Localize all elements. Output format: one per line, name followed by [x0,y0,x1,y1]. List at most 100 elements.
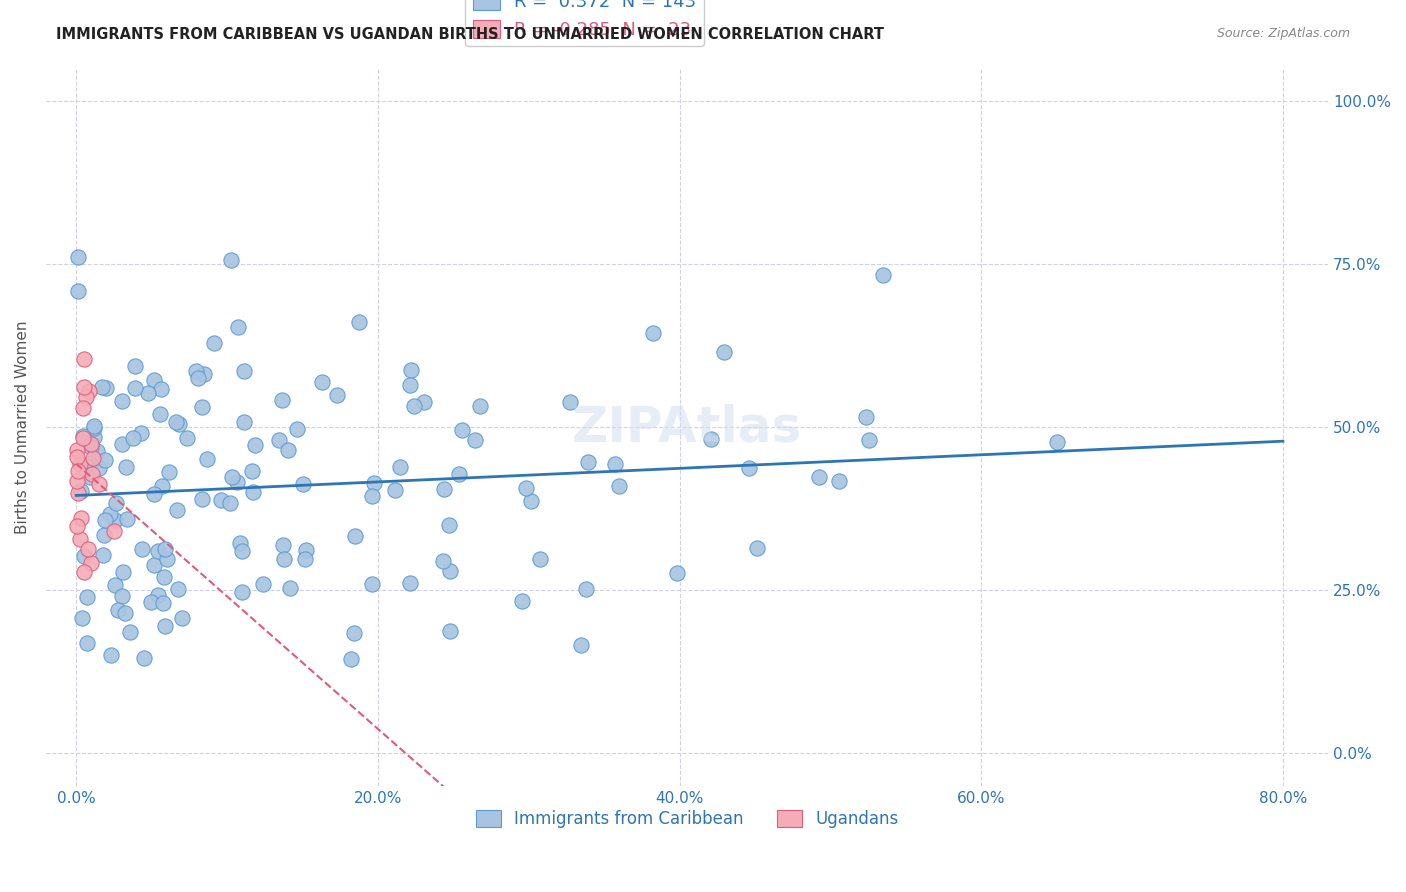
Point [104,496,127,510]
Point [111,565,134,579]
Point [292,477,315,491]
Point [70,511,93,525]
Point [73,549,96,563]
Point [225,475,247,490]
Point [738,461,761,475]
Point [93,528,115,542]
Point [98,507,121,521]
Point [89,461,111,475]
Point [94,381,117,395]
Point [82,450,104,465]
Point [136,386,159,401]
Point [115,511,138,525]
Point [83,419,105,434]
Point [156,552,179,566]
Point [153,570,176,584]
Point [271,392,294,407]
Point [139,595,162,609]
Point [219,252,242,267]
Point [470,399,492,413]
Point [66,474,89,488]
Point [569,638,592,652]
Point [80,456,103,470]
Point [807,470,830,484]
Point [153,619,176,633]
Point [575,582,598,596]
Point [202,336,225,351]
Point [273,551,295,566]
Point [157,465,180,479]
Point [607,479,630,493]
Point [1046,435,1069,450]
Point [110,589,132,603]
Point [150,479,173,493]
Point [70,484,93,499]
Point [72,431,94,445]
Point [221,470,243,484]
Point [269,433,291,447]
Point [226,320,249,334]
Point [72,401,94,415]
Point [402,399,425,413]
Point [193,367,215,381]
Point [340,651,363,665]
Point [79,469,101,483]
Point [66,519,89,533]
Point [131,541,153,556]
Point [828,474,851,488]
Text: IMMIGRANTS FROM CARIBBEAN VS UGANDAN BIRTHS TO UNMARRIED WOMEN CORRELATION CHART: IMMIGRANTS FROM CARIBBEAN VS UGANDAN BIR… [56,27,884,42]
Point [66,443,89,458]
Point [855,410,877,425]
Point [86,443,108,458]
Point [111,393,134,408]
Point [66,486,89,500]
Point [360,490,382,504]
Text: Source: ZipAtlas.com: Source: ZipAtlas.com [1216,27,1350,40]
Point [66,450,89,464]
Point [83,420,105,434]
Point [152,596,174,610]
Point [437,518,460,533]
Point [129,425,152,440]
Point [439,564,461,578]
Point [169,417,191,431]
Point [277,442,299,457]
Point [388,460,411,475]
Point [77,384,100,399]
Point [143,373,166,387]
Point [713,345,735,359]
Point [149,382,172,396]
Point [91,548,114,562]
Point [231,543,253,558]
Point [858,433,880,447]
Point [66,284,89,298]
Point [66,251,89,265]
Point [603,458,626,472]
Point [72,428,94,442]
Point [191,491,214,506]
Point [231,584,253,599]
Point [124,381,146,395]
Point [700,432,723,446]
Point [520,494,543,508]
Point [233,364,256,378]
Point [439,624,461,639]
Point [343,529,366,543]
Point [447,467,470,482]
Point [243,438,266,452]
Point [209,493,232,508]
Point [361,576,384,591]
Point [747,541,769,556]
Point [75,390,97,404]
Point [76,591,98,605]
Point [120,624,142,639]
Point [124,359,146,373]
Point [103,524,125,539]
Text: ZIPAtlas: ZIPAtlas [572,403,803,451]
Point [73,352,96,367]
Point [665,566,688,580]
Point [114,606,136,620]
Point [326,387,349,401]
Point [187,371,209,385]
Point [347,315,370,329]
